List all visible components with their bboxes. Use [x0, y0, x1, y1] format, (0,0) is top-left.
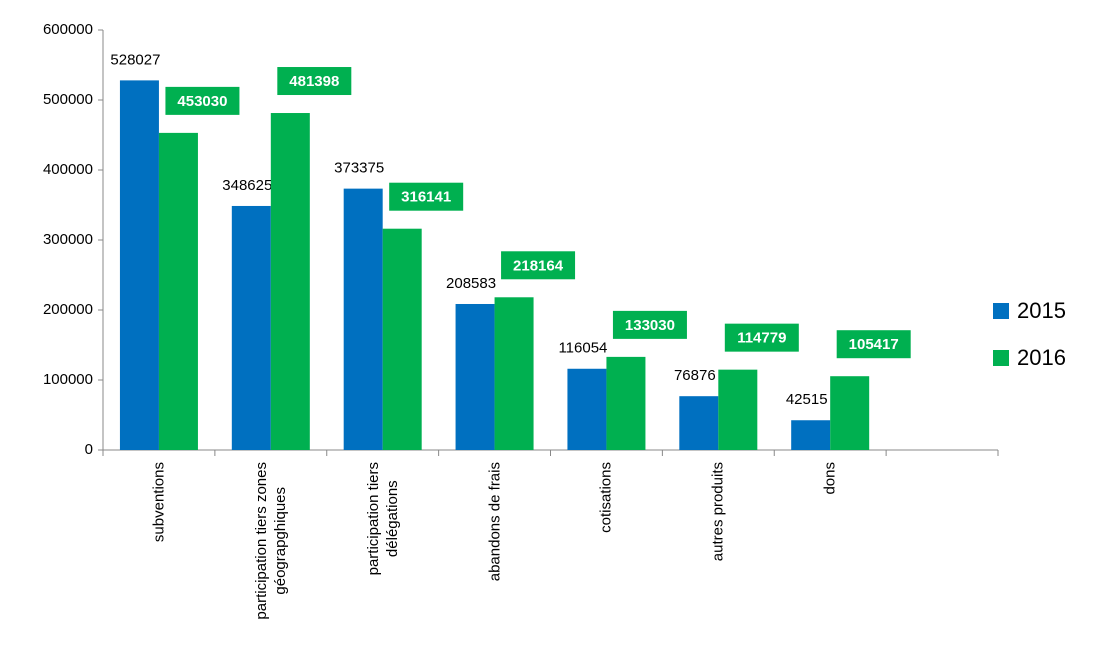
x-tick-label: abandons de frais: [486, 462, 504, 582]
data-label: 528027: [110, 51, 160, 68]
y-tick-label: 500000: [43, 91, 93, 108]
data-label: 218164: [513, 257, 564, 274]
data-label-box: [612, 310, 687, 339]
data-label: 42515: [786, 391, 828, 408]
legend-label: 2015: [1017, 298, 1066, 323]
bar: [119, 80, 159, 450]
y-tick-label: 300000: [43, 231, 93, 248]
bar: [679, 396, 719, 450]
bar: [231, 205, 271, 450]
data-label-box: [165, 86, 240, 115]
bar: [343, 188, 383, 450]
bar: [718, 369, 758, 450]
y-tick-label: 200000: [43, 301, 93, 318]
data-label: 105417: [849, 336, 899, 353]
data-label-box: [836, 330, 911, 359]
legend-swatch: [993, 350, 1009, 366]
x-tick-label: cotisations: [597, 462, 615, 533]
y-tick-label: 400000: [43, 161, 93, 178]
bar: [455, 303, 495, 450]
x-tick-label: subventions: [150, 462, 168, 543]
bar: [830, 376, 870, 450]
data-label-box: [389, 182, 464, 211]
data-label: 116054: [558, 340, 607, 357]
data-label: 114779: [737, 330, 786, 347]
data-label-box: [277, 67, 352, 96]
data-label: 373375: [334, 160, 384, 177]
bar: [270, 113, 310, 451]
x-tick-label: participation tiers délégations: [364, 462, 401, 576]
x-tick-label: participation tiers zones géograpghiques: [252, 462, 289, 620]
data-label: 76876: [674, 367, 716, 384]
data-label-box: [724, 323, 799, 352]
data-label: 348625: [222, 177, 272, 194]
legend-label: 2016: [1017, 345, 1066, 370]
data-label: 481398: [289, 73, 339, 90]
bar: [606, 356, 646, 450]
bar: [494, 297, 534, 450]
data-label: 453030: [177, 93, 227, 110]
legend-swatch: [993, 303, 1009, 319]
data-label: 316141: [401, 189, 451, 206]
data-label: 133030: [625, 317, 675, 334]
bar: [158, 132, 198, 450]
bar: [382, 228, 422, 450]
x-tick-label: autres produits: [709, 462, 727, 562]
y-tick-label: 600000: [43, 21, 93, 38]
y-tick-label: 0: [85, 441, 93, 458]
bar: [791, 420, 831, 450]
bar: [567, 368, 607, 450]
data-label-box: [501, 251, 576, 280]
data-label: 208583: [446, 275, 496, 292]
y-tick-label: 100000: [43, 371, 93, 388]
x-tick-label: dons: [821, 462, 839, 495]
